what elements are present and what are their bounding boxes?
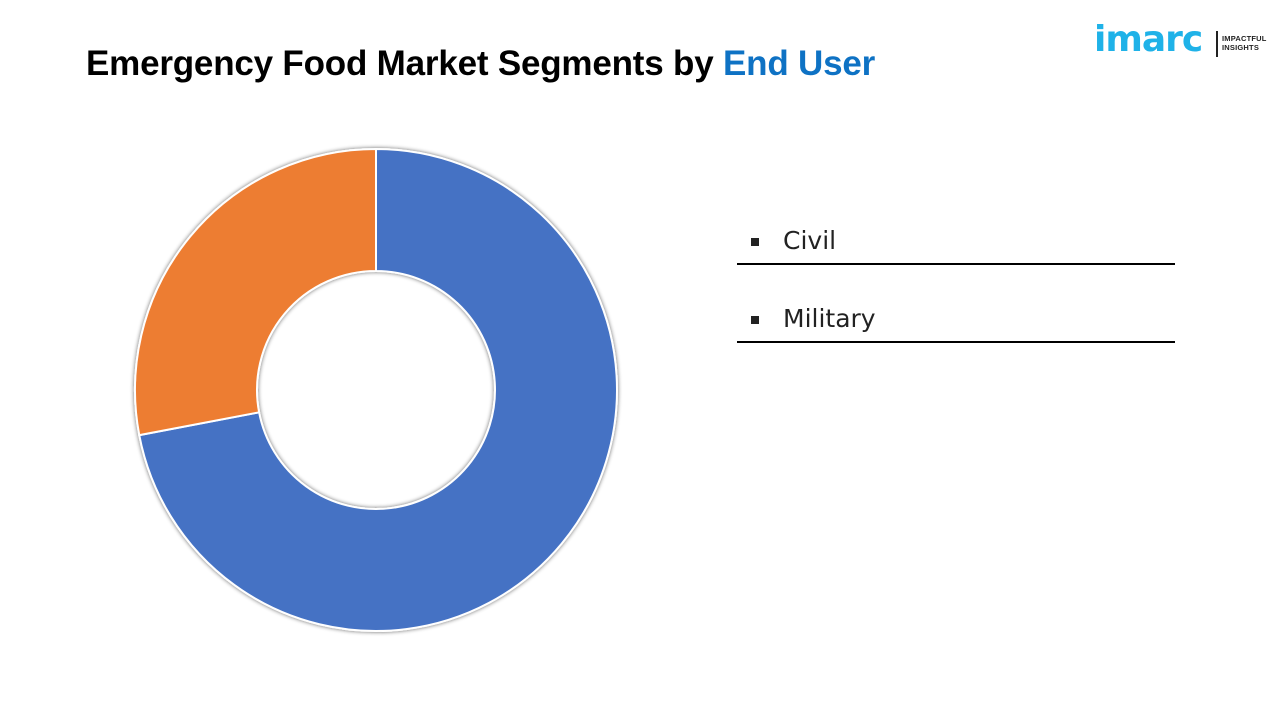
logo-tagline-line1: IMPACTFUL <box>1222 34 1267 43</box>
title-prefix: Emergency Food Market Segments by <box>86 44 723 83</box>
chart-legend: Civil Military <box>737 222 1175 378</box>
title-highlight: End User <box>723 44 876 83</box>
legend-item-civil: Civil <box>737 222 1175 300</box>
slice-civil <box>138 147 618 632</box>
legend-divider <box>737 263 1175 265</box>
legend-bullet <box>751 238 759 246</box>
legend-label: Civil <box>783 226 837 255</box>
legend-label: Military <box>783 304 876 333</box>
logo-divider <box>1216 31 1218 57</box>
donut-chart <box>134 147 618 632</box>
logo-wordmark: imarc <box>1094 19 1203 60</box>
logo-tagline: IMPACTFUL INSIGHTS <box>1222 34 1267 52</box>
legend-divider <box>737 341 1175 343</box>
legend-bullet <box>751 316 759 324</box>
slice-military <box>134 147 377 437</box>
logo-tagline-line2: INSIGHTS <box>1222 43 1260 52</box>
imarc-logo: imarc IMPACTFUL INSIGHTS <box>1094 16 1270 66</box>
legend-item-military: Military <box>737 300 1175 378</box>
page-title: Emergency Food Market Segments by End Us… <box>86 44 875 84</box>
